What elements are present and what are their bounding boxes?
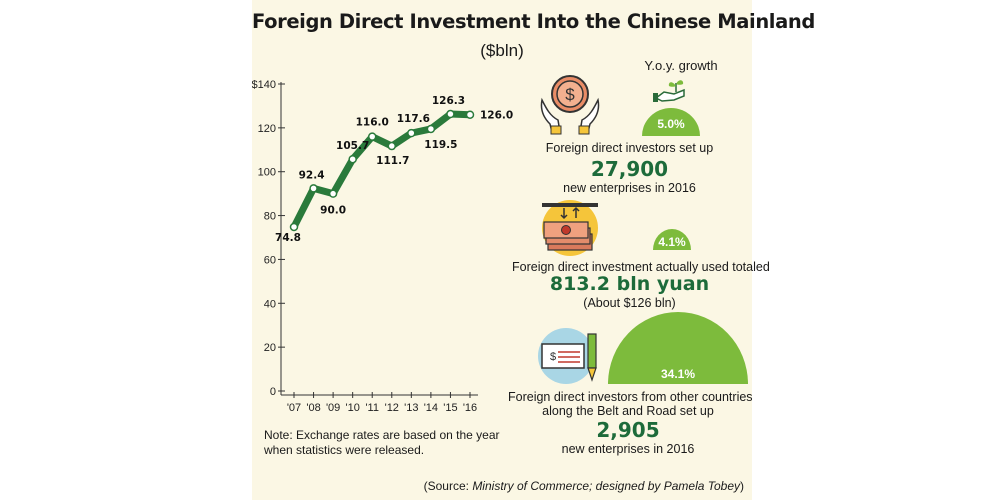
x-tick-label: '09 [326,402,340,414]
data-point [387,141,397,151]
y-tick-label: 120 [258,123,276,135]
growth-value-1: 5.0% [657,117,685,131]
data-point [348,154,357,164]
stat2-text-line2: (About $126 bln) [583,296,676,310]
yoy-growth-heading: Y.o.y. growth [644,58,718,73]
data-label: 74.8 [275,232,301,244]
chart-title: Foreign Direct Investment Into the Chine… [252,10,815,33]
source-credit: (Source: Ministry of Commerce; designed … [424,479,744,493]
data-label: 119.5 [424,139,457,151]
source-suffix: ) [740,479,744,493]
x-tick-label: '10 [345,402,359,414]
stat1-text-line2: new enterprises in 2016 [563,181,696,195]
hands-holding-dollar-coin-icon: $ [540,75,600,135]
stat3-headline-number: 2,905 [596,418,660,442]
infographic-card: Foreign Direct Investment Into the Chine… [252,0,815,500]
data-label: 126.0 [480,110,513,122]
x-tick-label: '08 [306,402,320,414]
stat1-headline-number: 27,900 [590,157,669,181]
data-point [367,132,377,141]
data-label: 90.0 [320,205,346,217]
growth-value-3: 34.1% [660,367,696,381]
data-label: 117.6 [397,113,430,125]
x-tick-label: '16 [463,402,477,414]
stat3-text-line1b: along the Belt and Road set up [542,404,714,418]
data-point [426,124,436,134]
svg-text:$: $ [550,351,556,363]
stat2-headline-number: 813.2 bln yuan [549,273,710,295]
x-tick-label: '12 [385,402,399,414]
x-tick-label: '11 [365,402,379,414]
y-tick-label: 100 [258,167,276,179]
data-point [446,109,455,119]
growth-value-2: 4.1% [658,235,686,249]
data-label: 126.3 [432,95,465,107]
data-point [407,128,416,138]
hand-with-sprout-icon [653,80,685,102]
source-italic: Ministry of Commerce; designed by Pamela… [472,479,740,493]
data-point [465,110,475,119]
source-prefix: (Source: [423,479,473,493]
x-tick-label: '14 [424,402,438,414]
x-tick-label: '13 [404,402,418,414]
data-label: 92.4 [299,169,325,181]
stat2-text-line1: Foreign direct investment actually used … [512,260,770,274]
data-point [309,184,318,193]
growth-badge-2 [653,229,691,250]
x-tick-label: '07 [287,402,301,414]
data-point [328,189,338,198]
data-label: 111.7 [376,155,409,167]
stat3-text-line1: Foreign direct investors from other coun… [508,390,753,404]
cheque-and-pen-icon: $ [538,328,597,384]
svg-text:$: $ [565,85,575,104]
stat1-text-line1: Foreign direct investors set up [545,141,714,155]
money-stack-icon [542,200,598,256]
exchange-rate-note: Note: Exchange rates are based on the ye… [264,428,500,457]
y-tick-label: 20 [264,342,276,354]
y-tick-label: 80 [264,211,276,223]
data-label: 105.7 [336,140,369,152]
growth-badge-1 [642,108,700,136]
series-line [290,110,474,231]
y-tick-label: 0 [270,386,276,398]
data-label: 116.0 [356,117,389,129]
growth-badge-3 [608,312,748,384]
line-chart: 0 20 40 60 80 100 120 $140 '07 '08 '09 '10 '11 '12 '13… [252,79,513,414]
chart-subtitle: ($bln) [480,41,524,60]
stat3-text-line2: new enterprises in 2016 [561,442,695,456]
data-point [289,222,299,232]
y-tick-label: $140 [252,79,276,91]
y-tick-label: 40 [264,298,276,310]
y-tick-label: 60 [264,254,276,266]
x-tick-label: '15 [443,402,457,414]
